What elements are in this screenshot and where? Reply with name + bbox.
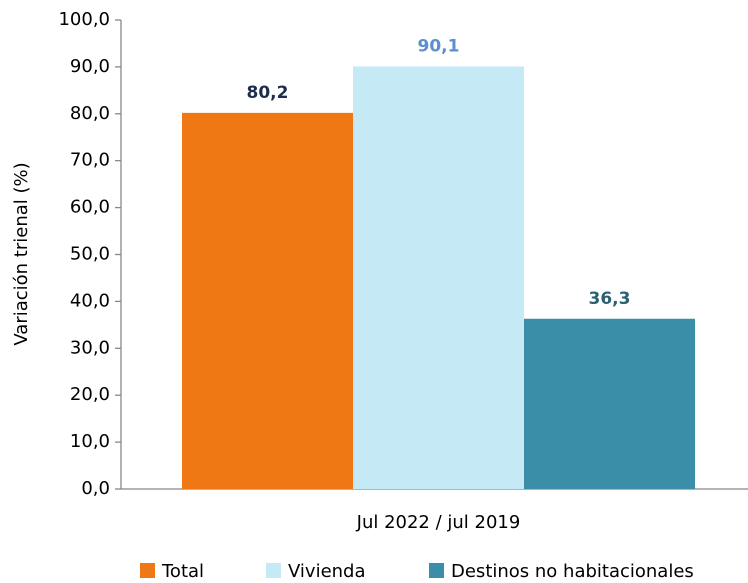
bar	[524, 318, 695, 489]
y-axis-label: Variación trienal (%)	[11, 162, 32, 345]
bar	[353, 66, 524, 489]
y-tick-label: 90,0	[70, 56, 110, 77]
x-tick-label: Jul 2022 / jul 2019	[356, 512, 521, 533]
value-label: 36,3	[589, 289, 631, 309]
value-label: 80,2	[247, 83, 289, 103]
y-tick-label: 100,0	[58, 9, 110, 30]
y-tick-label: 50,0	[70, 244, 110, 265]
legend-label: Total	[161, 561, 204, 582]
y-tick-label: 40,0	[70, 290, 110, 311]
legend-swatch	[429, 563, 444, 578]
y-tick-label: 30,0	[70, 337, 110, 358]
legend-label: Vivienda	[288, 561, 366, 582]
legend-swatch	[266, 563, 281, 578]
legend-label: Destinos no habitacionales	[451, 561, 694, 582]
value-label: 90,1	[418, 36, 460, 56]
bar	[182, 112, 353, 489]
y-tick-label: 70,0	[70, 150, 110, 171]
legend-swatch	[140, 563, 155, 578]
y-tick-label: 0,0	[81, 478, 110, 499]
y-tick-label: 20,0	[70, 384, 110, 405]
y-tick-label: 60,0	[70, 197, 110, 218]
y-tick-label: 10,0	[70, 431, 110, 452]
y-tick-label: 80,0	[70, 103, 110, 124]
